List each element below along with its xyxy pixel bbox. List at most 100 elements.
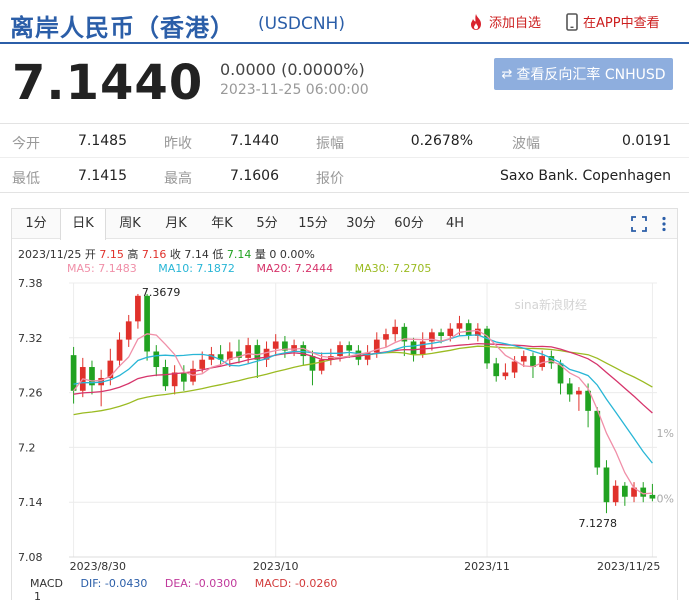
candle-body: [226, 351, 233, 360]
ohlc-close: 7.14: [184, 248, 209, 261]
quote-time: 2023-11-25 06:00:00: [220, 82, 369, 98]
candle-body: [410, 341, 417, 355]
ma30-legend: MA30: 7.2705: [354, 262, 432, 275]
candle-body: [631, 487, 637, 497]
candle-body: [520, 356, 527, 362]
candle-body: [135, 295, 141, 322]
kline-chart-panel: 1分 日K 周K 月K 年K 5分 15分 30分 60分 4H 2023/11…: [11, 208, 678, 600]
tab-4h[interactable]: 4H: [445, 216, 465, 231]
stats-row: 今开 7.1485 昨收 7.1440 振幅 0.2678% 波幅 0.0191: [0, 124, 689, 158]
candle-body: [539, 356, 546, 368]
candle-body: [392, 326, 399, 335]
y-tick-label: 7.38: [18, 277, 43, 290]
ohlc-low-label: 低: [212, 248, 224, 261]
candle-body: [621, 485, 628, 497]
min-price-label: 7.1278: [578, 517, 617, 530]
candle-body: [429, 332, 435, 342]
candle-body: [116, 339, 123, 361]
ma30-line: [73, 345, 653, 416]
candle-body: [125, 321, 132, 340]
swap-icon: ⇄: [501, 66, 513, 82]
tab-60min[interactable]: 60分: [394, 216, 424, 231]
candle-body: [649, 494, 656, 499]
tab-1min[interactable]: 1分: [25, 216, 47, 231]
candle-body: [373, 339, 380, 353]
ohlc-readout: 2023/11/25 开 7.15 高 7.16 收 7.14 低 7.14 量…: [18, 246, 315, 262]
candle-body: [70, 355, 77, 391]
ma20-legend: MA20: 7.2444: [256, 262, 334, 275]
candle-body: [337, 345, 343, 357]
fullscreen-icon[interactable]: [631, 216, 647, 232]
y-tick-label: 7.2: [18, 441, 36, 454]
max-price-label: 7.3679: [142, 286, 181, 299]
x-tick-label: 2023/10: [253, 560, 299, 573]
ohlc-open: 7.15: [99, 248, 124, 261]
tab-yearly-k[interactable]: 年K: [211, 216, 233, 231]
kline-plot: 7.38 7.32 7.26 7.2 7.14 7.08 2023/8/30 2023/10 2…: [18, 277, 674, 573]
macd-dea: DEA: -0.0300: [164, 577, 238, 590]
macd-value: MACD: -0.0260: [254, 577, 338, 590]
candle-body: [603, 467, 610, 503]
tab-weekly-k[interactable]: 周K: [119, 216, 141, 231]
reverse-rate-label: 查看反向汇率 CNHUSD: [516, 67, 666, 83]
sina-watermark: sina新浪财经: [514, 297, 587, 312]
ma10-legend: MA10: 7.1872: [158, 262, 235, 275]
chart-toolbar: [631, 216, 667, 232]
low-value: 7.1415: [78, 168, 127, 184]
y-tick-label: 7.08: [18, 551, 43, 564]
ohlc-pct: 0.00%: [279, 248, 315, 261]
open-in-app-button[interactable]: 在APP中查看: [566, 12, 660, 31]
x-tick-label: 2023/11: [464, 560, 510, 573]
period-tabs: 1分 日K 周K 月K 年K 5分 15分 30分 60分 4H: [12, 209, 677, 240]
quote-header: 离岸人民币（香港） (USDCNH) 添加自选 在APP中查看: [0, 0, 689, 44]
candle-body: [447, 328, 454, 336]
add-watchlist-button[interactable]: 添加自选: [468, 12, 541, 31]
y-tick-label: 7.32: [18, 332, 43, 345]
tab-15min[interactable]: 15分: [298, 216, 328, 231]
y-tick-label: 7.14: [18, 496, 43, 509]
candle-body: [511, 361, 518, 373]
open-label: 今开: [12, 136, 40, 152]
amplitude-label: 振幅: [316, 136, 344, 152]
candle-body: [300, 345, 307, 357]
tab-monthly-k[interactable]: 月K: [165, 216, 187, 231]
ohlc-vol: 0: [269, 248, 277, 261]
pct-tick-label: 0%: [657, 493, 674, 506]
quote-source-value: Saxo Bank. Copenhagen: [500, 168, 671, 184]
macd-axis-tick: 1: [34, 590, 41, 600]
reverse-rate-button[interactable]: ⇄ 查看反向汇率 CNHUSD: [494, 58, 673, 90]
ohlc-high-label: 高: [127, 248, 139, 261]
candle-body: [199, 359, 206, 369]
candle-body: [557, 363, 564, 384]
y-tick-label: 7.26: [18, 387, 43, 400]
tab-5min[interactable]: 5分: [256, 216, 278, 231]
last-price: 7.1440: [12, 55, 204, 111]
x-tick-label: 2023/8/30: [70, 560, 126, 573]
candle-body: [493, 363, 500, 377]
prev-close-value: 7.1440: [230, 133, 279, 149]
candle-body: [585, 390, 591, 411]
ohlc-vol-label: 量: [254, 248, 266, 261]
tab-30min[interactable]: 30分: [346, 216, 376, 231]
pct-tick-label: 1%: [657, 427, 674, 440]
low-label: 最低: [12, 171, 40, 187]
candle-body: [419, 341, 426, 355]
candle-body: [291, 345, 297, 351]
macd-legend: MACD DIF: -0.0430 DEA: -0.0300 MACD: -0.…: [30, 577, 351, 590]
more-options-icon[interactable]: [661, 216, 667, 232]
tab-daily-k[interactable]: 日K: [60, 209, 106, 240]
candle-body: [263, 348, 270, 360]
quote-stats-table: 今开 7.1485 昨收 7.1440 振幅 0.2678% 波幅 0.0191…: [0, 123, 689, 193]
amplitude-value: 0.2678%: [410, 133, 473, 149]
candle-body: [364, 352, 371, 360]
candle-body: [144, 295, 150, 352]
stats-row: 最低 7.1415 最高 7.1606 报价 Saxo Bank. Copenh…: [0, 159, 689, 193]
open-value: 7.1485: [78, 133, 127, 149]
candle-body: [612, 485, 619, 503]
candle-body: [107, 360, 114, 378]
candle-body: [456, 323, 463, 329]
candle-body: [548, 356, 555, 364]
candle-body: [474, 328, 481, 336]
high-label: 最高: [164, 171, 192, 187]
ohlc-open-label: 开: [84, 248, 96, 261]
